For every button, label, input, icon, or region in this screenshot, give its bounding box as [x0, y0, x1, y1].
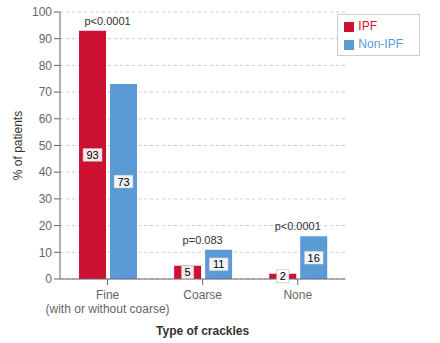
svg-text:20: 20: [39, 219, 53, 233]
svg-text:% of patients: % of patients: [11, 111, 25, 180]
svg-text:p=0.083: p=0.083: [183, 234, 223, 246]
svg-text:5: 5: [185, 266, 191, 278]
svg-text:p<0.0001: p<0.0001: [275, 220, 321, 232]
svg-text:None: None: [283, 288, 312, 302]
svg-text:60: 60: [39, 112, 53, 126]
svg-text:2: 2: [280, 270, 286, 282]
svg-text:70: 70: [39, 85, 53, 99]
html-text:Non-IPF: Non-IPF: [358, 37, 403, 51]
svg-text:50: 50: [39, 139, 53, 153]
svg-text:90: 90: [39, 32, 53, 46]
svg-text:0: 0: [45, 272, 52, 286]
svg-text:10: 10: [39, 246, 53, 260]
svg-text:30: 30: [39, 192, 53, 206]
svg-text:40: 40: [39, 165, 53, 179]
svg-text:p<0.0001: p<0.0001: [84, 15, 130, 27]
svg-text:11: 11: [213, 258, 224, 270]
svg-text:Type of crackles: Type of crackles: [156, 324, 249, 338]
svg-text:Coarse: Coarse: [183, 288, 222, 302]
svg-text:16: 16: [308, 252, 320, 264]
svg-text:93: 93: [86, 149, 98, 161]
svg-text:73: 73: [117, 176, 129, 188]
html-text:IPF: IPF: [358, 19, 377, 33]
svg-text:100: 100: [32, 5, 52, 19]
svg-text:Fine(with or without coarse): Fine(with or without coarse): [46, 288, 170, 316]
svg-text:80: 80: [39, 59, 53, 73]
